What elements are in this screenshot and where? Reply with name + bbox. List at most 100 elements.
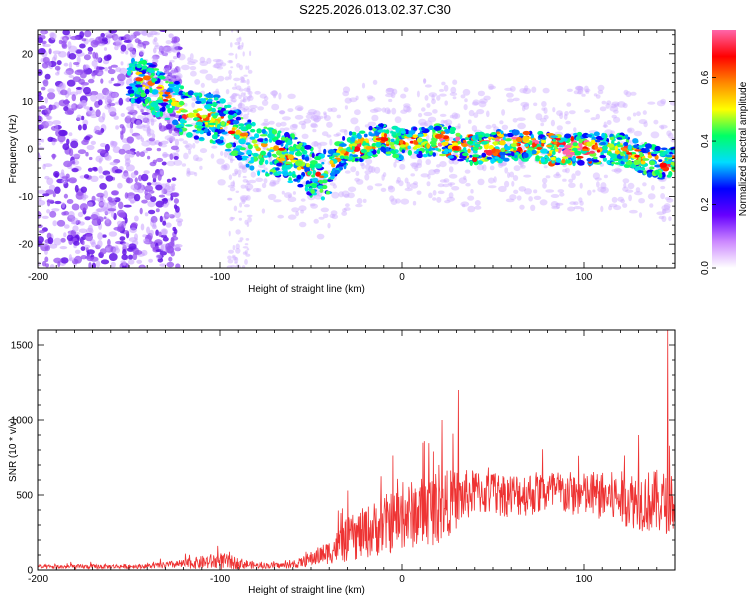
noise-blob (120, 61, 124, 66)
haze-blob (227, 197, 233, 201)
haze-blob (414, 165, 419, 172)
ridge-blob (276, 132, 281, 139)
ridge-blob (499, 140, 506, 146)
ridge-blob (165, 80, 169, 84)
noise-blob (113, 226, 122, 231)
ridge-blob (440, 131, 446, 135)
haze-blob (613, 109, 619, 114)
noise-blob (117, 73, 126, 82)
ridge-blob (647, 152, 651, 155)
haze-blob (406, 106, 412, 113)
ridge-blob (485, 149, 493, 156)
haze-blob (512, 97, 520, 102)
noise-blob (152, 221, 157, 228)
haze-blob (587, 189, 592, 196)
noise-blob (71, 203, 80, 211)
noise-blob (90, 175, 99, 182)
noise-blob (95, 109, 101, 118)
haze-blob (356, 198, 363, 205)
ridge-blob (435, 147, 439, 151)
noise-blob (88, 78, 95, 84)
noise-blob (48, 48, 52, 55)
noise-blob (43, 163, 53, 168)
haze-blob (452, 152, 458, 156)
haze-blob (516, 195, 522, 201)
noise-blob (92, 51, 97, 59)
noise-blob (88, 262, 92, 268)
noise-blob (136, 104, 140, 109)
ridge-blob (534, 140, 539, 144)
haze-blob (427, 173, 431, 180)
haze-blob (239, 76, 245, 82)
haze-blob (369, 108, 379, 113)
haze-blob (370, 166, 376, 174)
ridge-blob (670, 161, 675, 166)
ridge-blob (375, 137, 383, 141)
ridge-blob (646, 171, 653, 178)
haze-blob (666, 130, 672, 137)
haze-blob (452, 79, 458, 85)
haze-blob (238, 174, 241, 178)
noise-blob (104, 143, 110, 152)
noise-blob (46, 115, 53, 120)
haze-blob (531, 86, 537, 93)
ridge-blob (164, 117, 171, 121)
ridge-blob (552, 138, 556, 142)
ridge-blob (228, 110, 235, 115)
noise-blob (122, 143, 131, 152)
haze-blob (227, 155, 233, 160)
ridge-blob (486, 156, 492, 160)
ridge-blob (265, 173, 270, 177)
haze-blob (608, 203, 618, 208)
ridge-blob (261, 128, 266, 134)
noise-blob (64, 98, 69, 107)
ridge-blob (250, 156, 255, 162)
haze-blob (552, 107, 556, 113)
haze-blob (609, 105, 619, 112)
ridge-blob (511, 151, 515, 157)
ridge-blob (659, 162, 668, 168)
haze-blob (371, 114, 379, 122)
noise-blob (63, 160, 73, 168)
noise-blob (79, 31, 85, 39)
haze-blob (154, 42, 159, 48)
noise-blob (165, 222, 172, 228)
haze-blob (295, 211, 299, 217)
haze-blob (610, 103, 617, 109)
haze-blob (432, 169, 441, 173)
haze-blob (136, 43, 144, 49)
noise-blob (176, 51, 181, 58)
haze-blob (317, 142, 322, 149)
haze-blob (212, 58, 222, 63)
ridge-blob (640, 166, 646, 171)
ridge-blob (386, 141, 389, 145)
haze-blob (243, 87, 251, 92)
haze-blob (227, 255, 232, 260)
ridge-blob (477, 160, 484, 165)
haze-blob (658, 124, 668, 129)
haze-blob (444, 200, 451, 204)
ridge-blob (216, 139, 222, 144)
ridge-blob (141, 65, 148, 70)
ridge-blob (625, 150, 629, 153)
noise-blob (97, 99, 103, 106)
noise-blob (38, 115, 43, 123)
noise-blob (47, 92, 56, 100)
noise-blob (144, 212, 149, 217)
ridge-blob (312, 169, 317, 176)
ridge-blob (295, 160, 303, 167)
ridge-blob (591, 159, 600, 163)
noise-blob (114, 45, 119, 51)
noise-blob (139, 207, 143, 215)
noise-blob (160, 140, 169, 145)
haze-blob (452, 96, 457, 100)
ridge-blob (140, 97, 145, 101)
ridge-blob (658, 173, 663, 179)
haze-blob (583, 85, 589, 93)
haze-blob (428, 92, 438, 98)
noise-blob (160, 244, 165, 252)
haze-blob (149, 118, 157, 123)
noise-blob (129, 50, 137, 59)
ridge-blob (311, 152, 315, 158)
ridge-blob (658, 159, 663, 163)
